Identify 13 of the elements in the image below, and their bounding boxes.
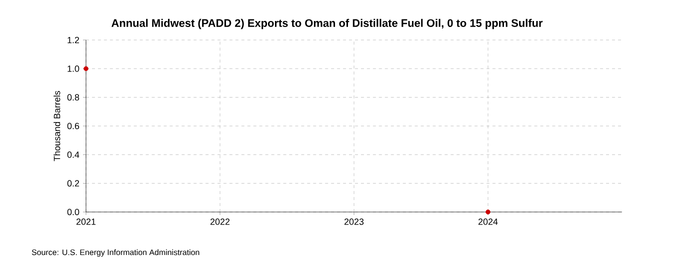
x-tick-label: 2022	[210, 218, 230, 225]
y-tick-label: 0.0	[67, 208, 80, 216]
x-tick-label: 2024	[478, 218, 498, 225]
x-tick-label: 2023	[344, 218, 364, 225]
y-axis-title: Thousand Barrels	[54, 90, 60, 162]
y-tick-label: 1.0	[68, 65, 80, 72]
y-tick-label: 0.4	[67, 151, 80, 158]
y-tick-label: 0.8	[67, 94, 80, 101]
y-tick-label: 0.6	[67, 122, 80, 130]
y-tick-label: 0.2	[67, 180, 80, 187]
y-tick-label: 1.2	[68, 36, 80, 44]
x-tick-label: 2021	[76, 218, 96, 225]
chart-title: Annual Midwest (PADD 2) Exports to Oman of Distillate Fuel Oil, 0 to 15 ppm Sulfur	[112, 18, 543, 30]
